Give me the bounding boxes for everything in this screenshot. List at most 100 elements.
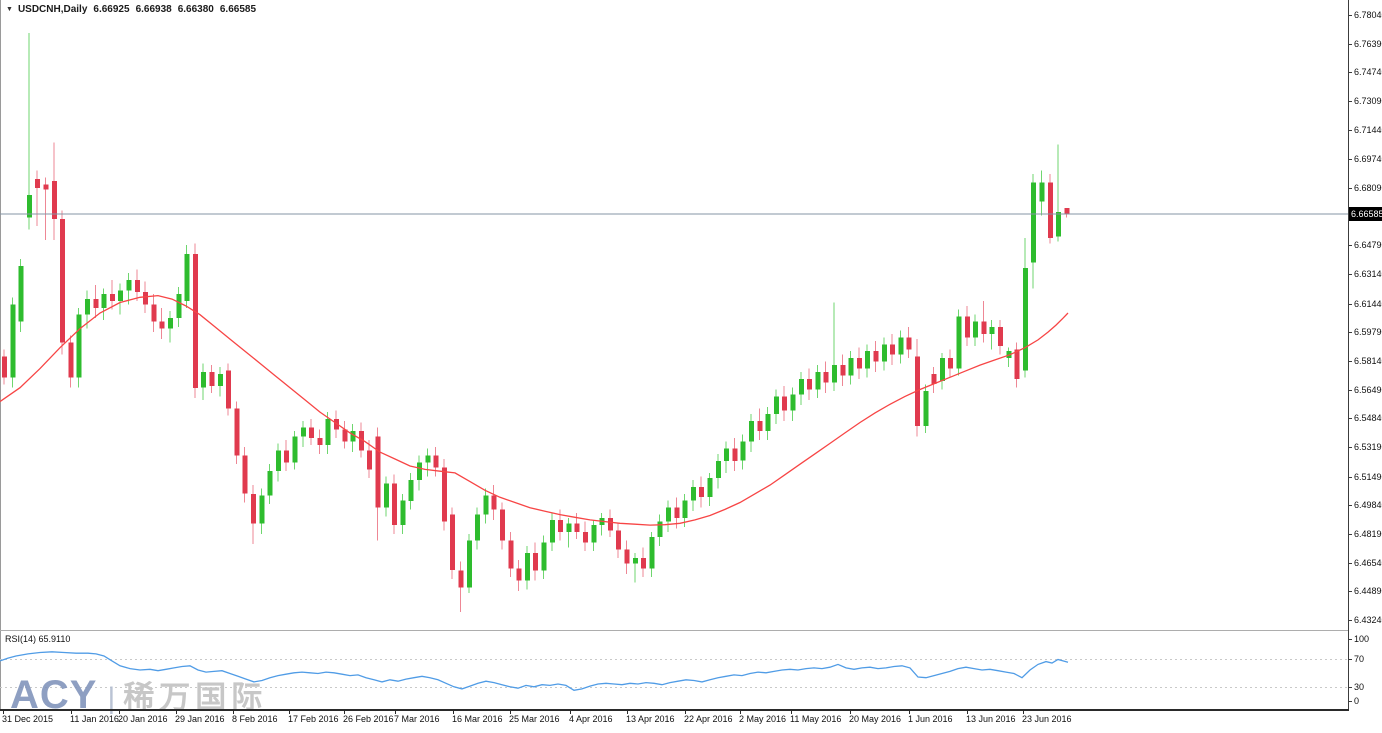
candle-body — [1047, 182, 1053, 239]
candle-body — [508, 540, 514, 569]
time-axis-tick — [395, 711, 396, 714]
price-axis-label: 6.74740 — [1354, 67, 1382, 78]
candle-body — [417, 462, 422, 480]
price-axis-tick — [1348, 101, 1352, 102]
candle-body — [151, 304, 157, 322]
price-axis-label: 6.51490 — [1354, 471, 1382, 482]
candle-body — [433, 455, 439, 468]
candle-body — [749, 420, 754, 442]
candle-body — [10, 304, 16, 378]
time-axis-tick — [344, 711, 345, 714]
price-axis-label: 6.49840 — [1354, 500, 1382, 511]
time-axis-label: 4 Apr 2016 — [569, 714, 613, 724]
candle-body — [367, 450, 373, 470]
candle-body — [682, 500, 688, 519]
rsi-scale-tick — [1348, 639, 1352, 640]
candle-body — [1022, 267, 1028, 371]
price-axis-tick — [1348, 361, 1352, 362]
candle-body — [143, 292, 149, 305]
price-axis-tick — [1348, 390, 1352, 391]
time-axis-label: 20 Jan 2016 — [118, 714, 168, 724]
time-axis-tick — [909, 711, 910, 714]
candle-body — [1031, 182, 1037, 263]
rsi-pane-separator[interactable] — [0, 630, 1348, 631]
symbol-dropdown-caret-icon[interactable]: ▼ — [6, 6, 13, 13]
price-axis[interactable]: 6.78040 6.76390 6.74740 6.73090 6.71440 6.697… — [1348, 0, 1382, 710]
candle-body — [201, 372, 207, 388]
candle-body — [558, 519, 564, 533]
candle-body — [641, 558, 647, 569]
time-axis-tick — [510, 711, 511, 714]
price-axis-label: 6.78040 — [1354, 10, 1382, 20]
rsi-scale-label: 70 — [1354, 654, 1365, 664]
candle-body — [350, 431, 356, 442]
candle-body — [300, 427, 306, 437]
candle-body — [85, 299, 90, 315]
candle-body — [284, 450, 290, 463]
time-axis-label: 23 Jun 2016 — [1022, 714, 1072, 724]
ohlc-open: 6.66925 — [93, 4, 130, 15]
ohlc-high: 6.66938 — [135, 4, 172, 15]
rsi-scale-tick — [1348, 701, 1352, 702]
price-axis-tick — [1348, 534, 1352, 535]
candle-body — [807, 379, 813, 390]
candle-body — [109, 293, 115, 301]
candle-body — [425, 455, 431, 463]
candle-body — [126, 279, 132, 291]
candle-body — [118, 290, 124, 301]
price-axis-label: 6.43240 — [1354, 615, 1382, 625]
price-axis-label: 6.53190 — [1354, 442, 1382, 453]
candle-body — [466, 540, 472, 588]
candle-body — [342, 429, 348, 442]
time-axis-tick — [3, 711, 4, 714]
price-axis-tick — [1348, 44, 1352, 45]
candle-body — [798, 379, 804, 395]
time-axis-label: 13 Apr 2016 — [626, 714, 675, 724]
price-axis-label: 6.68090 — [1354, 182, 1382, 193]
time-axis-tick — [176, 711, 177, 714]
time-axis-tick — [1023, 711, 1024, 714]
candle-body — [873, 351, 879, 362]
candle-body — [724, 448, 730, 461]
price-axis-label: 6.54840 — [1354, 413, 1382, 424]
price-axis-label: 6.48190 — [1354, 528, 1382, 539]
time-axis[interactable]: 31 Dec 2015 11 Jan 2016 20 Jan 2016 29 Jan … — [0, 711, 1348, 733]
candle-body — [931, 373, 937, 385]
price-axis-label: 6.44890 — [1354, 586, 1382, 597]
rsi-indicator-label: RSI(14) 65.9110 — [5, 634, 71, 644]
candle-body — [948, 358, 954, 369]
candle-body — [400, 500, 406, 525]
time-axis-tick — [119, 711, 120, 714]
candle-body — [192, 253, 198, 388]
candle-body — [93, 299, 99, 308]
candle-body — [76, 314, 82, 378]
time-axis-label: 7 Mar 2016 — [394, 714, 440, 724]
time-axis-label: 16 Mar 2016 — [452, 714, 503, 724]
candle-body — [358, 431, 364, 451]
price-axis-label: 6.63140 — [1354, 269, 1382, 280]
candle-body — [973, 321, 979, 338]
candle-body — [765, 413, 771, 432]
price-axis-label: 6.61440 — [1354, 298, 1382, 309]
time-axis-tick — [627, 711, 628, 714]
moving-average-line — [0, 294, 1069, 526]
main-candlestick-chart[interactable] — [0, 0, 1348, 631]
candle-body — [259, 495, 265, 524]
time-axis-label: 11 Jan 2016 — [70, 714, 119, 724]
price-axis-label: 6.56490 — [1354, 384, 1382, 395]
candle-body — [649, 537, 655, 569]
ohlc-close: 6.66585 — [219, 4, 257, 15]
rsi-indicator-pane[interactable] — [0, 631, 1348, 710]
price-axis-tick — [1348, 72, 1352, 73]
price-axis-tick — [1348, 304, 1352, 305]
candle-body — [782, 396, 788, 411]
price-axis-tick — [1348, 245, 1352, 246]
price-axis-tick — [1348, 418, 1352, 419]
candle-body — [217, 373, 223, 386]
candle-body — [168, 318, 173, 329]
candle-body — [790, 394, 796, 411]
candle-body — [549, 519, 555, 543]
time-axis-tick — [289, 711, 290, 714]
candle-body — [68, 342, 74, 378]
